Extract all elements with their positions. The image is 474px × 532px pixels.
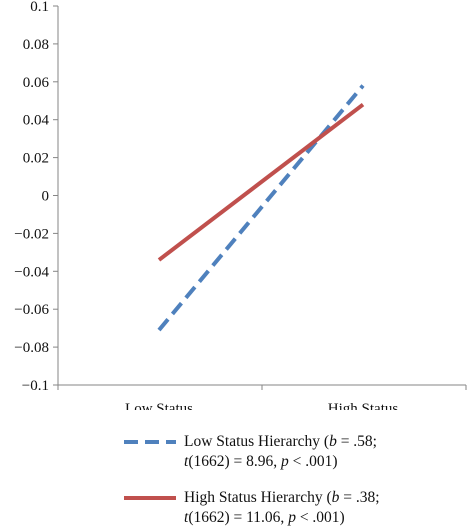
y-tick-label: 0.1: [30, 0, 49, 15]
x-category-label: High Status: [328, 401, 399, 410]
y-tick-label: 0.04: [23, 113, 50, 129]
legend-swatch-dashed: [124, 440, 176, 444]
x-axis: Low Status High Status: [57, 384, 467, 410]
legend: Low Status Hierarchy (b = .58; t(1662) =…: [0, 432, 474, 530]
legend-swatch-solid: [124, 496, 176, 500]
y-tick-label: −0.1: [22, 378, 49, 394]
y-tick-label: 0: [42, 189, 50, 205]
y-tick-label: −0.06: [14, 302, 49, 318]
line-chart: 0.1 0.08 0.06 0.04 0.02 0 −0.02 −0.04 −0.06 −0.08…: [14, 0, 467, 410]
y-tick-label: −0.02: [14, 226, 49, 242]
x-category-label: Low Status: [125, 401, 193, 410]
y-tick-label: 0.08: [23, 37, 49, 53]
series-line-low-status-hierarchy: [157, 84, 365, 332]
series-group: [157, 84, 365, 332]
y-tick-label: 0.02: [23, 151, 49, 167]
series-line-high-status-hierarchy: [157, 102, 365, 262]
legend-item-low-status-hierarchy: Low Status Hierarchy (b = .58; t(1662) =…: [0, 432, 474, 476]
legend-text-high: High Status Hierarchy (b = .38; t(1662) …: [184, 489, 380, 526]
y-tick-label: −0.08: [14, 340, 49, 356]
y-tick-label: 0.06: [23, 75, 50, 91]
legend-text-low: Low Status Hierarchy (b = .58; t(1662) =…: [184, 433, 377, 470]
y-axis: 0.1 0.08 0.06 0.04 0.02 0 −0.02 −0.04 −0.06 −0.08…: [14, 0, 59, 394]
legend-item-high-status-hierarchy: High Status Hierarchy (b = .38; t(1662) …: [0, 488, 474, 532]
y-tick-label: −0.04: [14, 264, 49, 280]
